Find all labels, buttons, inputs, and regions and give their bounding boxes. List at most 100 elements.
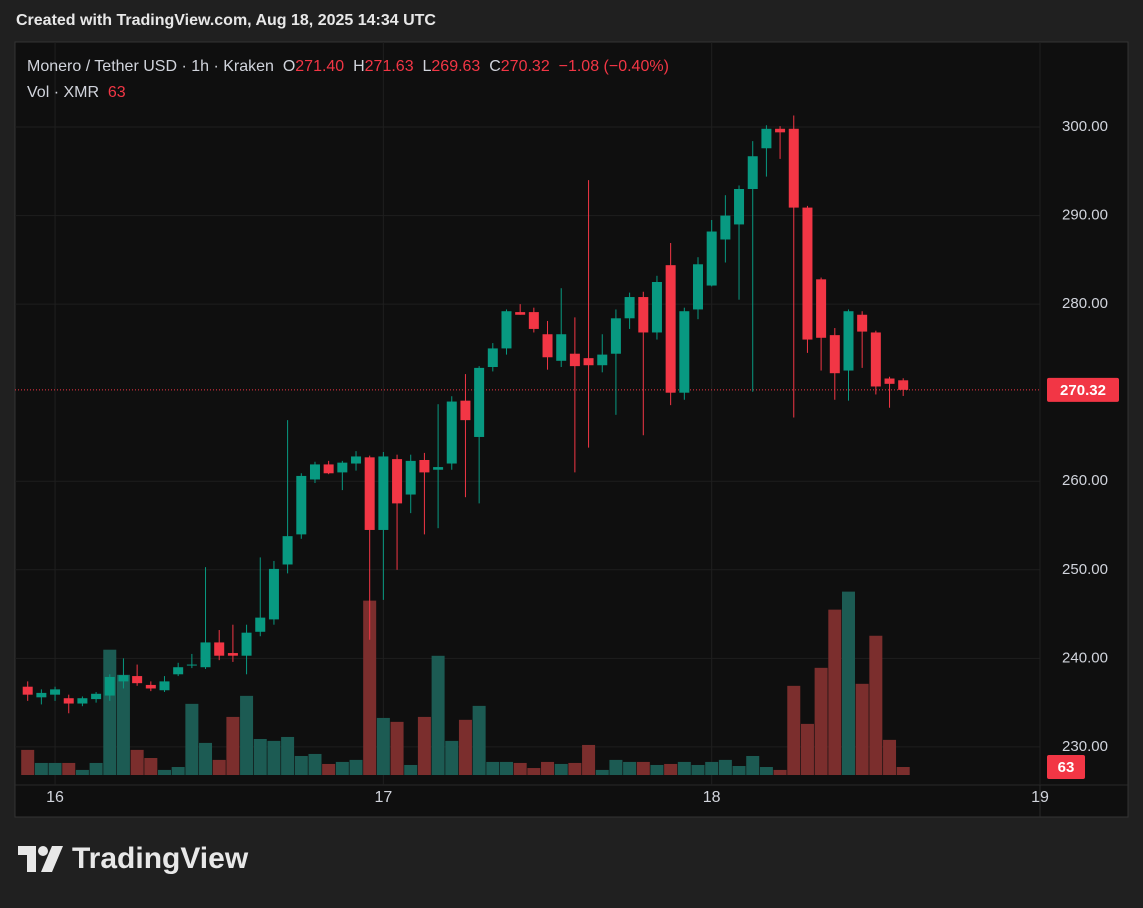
volume-value: 63: [107, 84, 126, 101]
volume-bar: [458, 719, 472, 775]
volume-bar: [322, 763, 336, 775]
volume-bar: [650, 764, 664, 775]
y-tick-label: 290.00: [1062, 207, 1108, 224]
volume-bar: [171, 767, 185, 775]
candle-body: [870, 332, 881, 387]
candle-body: [77, 698, 88, 704]
candle-body: [63, 698, 74, 704]
ohlc-label: H: [353, 58, 365, 75]
candle-body: [679, 311, 690, 393]
x-tick-label: 16: [46, 789, 64, 806]
volume-bar: [869, 635, 883, 775]
volume-bar: [240, 695, 254, 775]
candle-body: [474, 367, 485, 437]
volume-bar: [267, 740, 281, 775]
y-tick-label: 280.00: [1062, 295, 1108, 312]
last-price-label: 270.32: [1060, 382, 1106, 399]
candle-body: [323, 464, 334, 474]
candle-body: [624, 297, 635, 319]
candle-body: [638, 297, 649, 333]
candle-body: [337, 462, 348, 473]
volume-bar: [513, 762, 527, 775]
volume-bar: [773, 769, 787, 775]
volume-bar: [445, 740, 459, 775]
volume-bar: [828, 609, 842, 775]
volume-bar: [787, 685, 801, 775]
candle-body: [241, 632, 252, 656]
volume-bar: [431, 655, 445, 775]
volume-bar: [335, 761, 349, 775]
candle-body: [487, 348, 498, 368]
ohlc-label: L: [422, 58, 432, 75]
volume-bar: [718, 759, 732, 775]
volume-bar: [130, 749, 144, 775]
volume-bar: [103, 649, 117, 775]
candle-body: [145, 684, 156, 689]
volume-bar: [34, 762, 48, 775]
candle-body: [692, 264, 703, 310]
volume-bar: [841, 591, 855, 775]
volume-bar: [157, 769, 171, 775]
volume-bar: [349, 759, 363, 775]
symbol: Monero / Tether USD · 1h · Kraken: [27, 58, 274, 75]
candle-body: [433, 467, 444, 470]
volume-bar: [390, 721, 404, 775]
candle-body: [734, 189, 745, 225]
candle-body: [159, 681, 170, 691]
volume-bar: [855, 683, 869, 775]
candle-body: [542, 334, 553, 358]
candle-body: [569, 353, 580, 367]
candle-body: [282, 536, 293, 565]
candle-body: [22, 686, 33, 695]
volume-bar: [800, 723, 814, 775]
candle-body: [378, 456, 389, 530]
candle-body: [788, 128, 799, 208]
candle-body: [50, 689, 61, 695]
candle-body: [214, 642, 225, 656]
volume-bar: [746, 755, 760, 775]
candle-body: [898, 380, 909, 390]
candle-body: [405, 460, 416, 495]
volume-bar: [759, 767, 773, 775]
candle-body: [227, 653, 238, 656]
ohlc-value: 271.40: [295, 58, 345, 75]
candle-body: [775, 128, 786, 133]
legend: Monero / Tether USD · 1h · Kraken O271.4…: [27, 54, 669, 106]
candle-body: [351, 456, 362, 464]
volume-bar: [185, 703, 199, 775]
candle-body: [296, 475, 307, 535]
volume-bar: [212, 759, 226, 775]
candle-body: [515, 312, 526, 315]
volume-bar: [116, 674, 130, 775]
candle-body: [829, 335, 840, 374]
created-note: Created with TradingView.com, Aug 18, 20…: [16, 12, 436, 29]
volume-bar: [691, 764, 705, 775]
volume-label: Vol · XMR: [27, 84, 100, 101]
logo: TradingView: [18, 842, 248, 876]
ohlc-value: 271.63: [364, 58, 414, 75]
volume-bar: [226, 716, 240, 775]
candle-body: [816, 279, 827, 338]
candle-body: [91, 693, 102, 700]
volume-bar: [636, 761, 650, 775]
candle-body: [884, 378, 895, 384]
volume-bar: [253, 738, 267, 775]
change: −1.08 (−0.40%): [558, 58, 669, 75]
candle-body: [583, 358, 594, 366]
candle-body: [761, 128, 772, 149]
x-tick-label: 19: [1031, 789, 1049, 806]
candle-body: [747, 156, 758, 190]
candle-body: [665, 265, 676, 393]
y-tick-label: 240.00: [1062, 649, 1108, 666]
candle-body: [446, 401, 457, 464]
volume-bar: [541, 761, 555, 775]
candle-body: [186, 664, 197, 666]
x-tick-label: 18: [703, 789, 721, 806]
candle-body: [200, 642, 211, 668]
legend-row: Vol · XMR 63: [27, 80, 669, 106]
candle-body: [460, 400, 471, 421]
candle-body: [720, 215, 731, 240]
volume-bar: [363, 600, 377, 775]
y-tick-label: 230.00: [1062, 738, 1108, 755]
